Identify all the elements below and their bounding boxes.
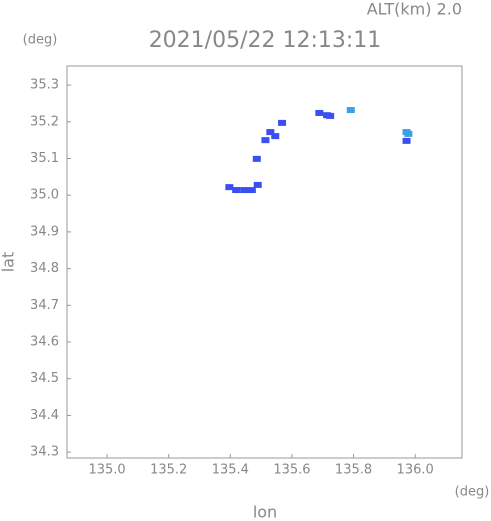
echo-point [225,184,234,191]
y-tick-label: 34.4 [30,408,59,423]
echo-point [404,130,413,137]
echo-point [326,112,335,119]
x-tick-label: 135.0 [88,463,125,478]
y-tick-label: 35.2 [30,114,59,129]
x-tick-label: 135.8 [335,463,372,478]
echo-point [253,181,262,188]
x-tick-label: 136.0 [397,463,434,478]
echo-point [346,107,355,114]
plot-frame [66,65,463,459]
y-tick-label: 34.7 [30,298,59,313]
y-tick-label: 34.8 [30,261,59,276]
y-tick-label: 34.9 [30,224,59,239]
x-tick-label: 135.6 [273,463,310,478]
echo-point [266,129,275,136]
x-unit: (deg) [455,485,490,500]
y-tick-label: 34.6 [30,335,59,350]
echo-point [232,187,241,194]
echo-point [247,187,256,194]
x-tick-label: 135.4 [212,463,249,478]
echo-point [240,187,249,194]
x-tick-label: 135.2 [150,463,187,478]
y-unit: (deg) [23,33,58,48]
echo-point [315,109,324,116]
echo-point [271,133,280,140]
altitude-label: ALT(km) 2.0 [367,0,462,19]
y-tick-label: 35.3 [30,78,59,93]
y-tick-label: 34.3 [30,445,59,460]
chart-title: 2021/05/22 12:13:11 [149,28,382,53]
echo-point [402,137,411,144]
echo-point [278,119,287,126]
y-tick-label: 35.1 [30,151,59,166]
echo-point [252,155,261,162]
y-tick-label: 35.0 [30,188,59,203]
x-axis-label: lon [253,503,277,521]
y-tick-label: 34.5 [30,371,59,386]
y-axis-label: lat [0,252,18,273]
echo-point [261,137,270,144]
